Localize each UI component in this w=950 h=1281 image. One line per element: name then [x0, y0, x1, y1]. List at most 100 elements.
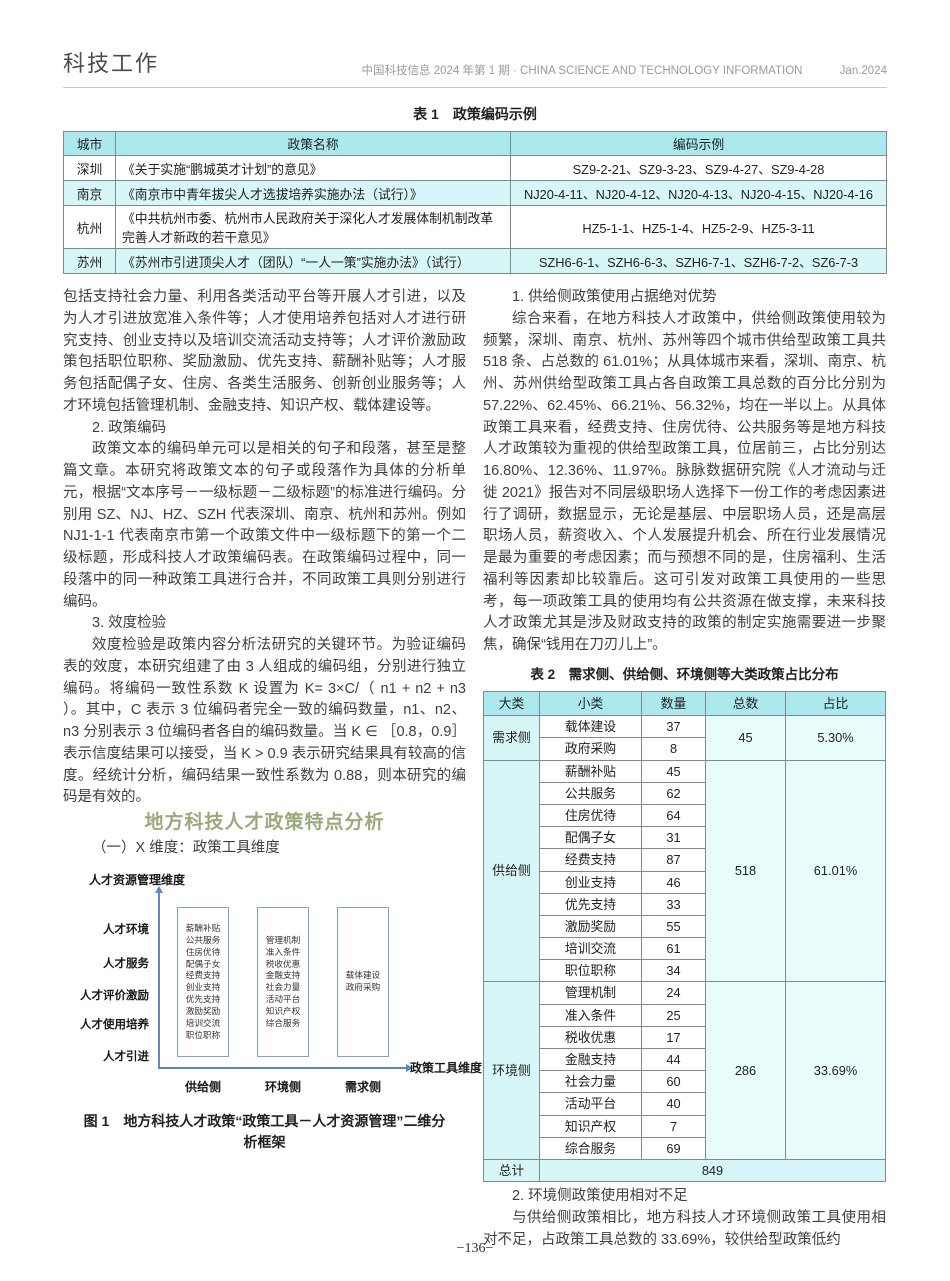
table-row: 知识产权 7: [484, 1114, 886, 1138]
table2-header-count: 数量: [641, 690, 706, 717]
cell-codes: SZ9-2-21、SZ9-3-23、SZ9-4-27、SZ9-4-28: [510, 155, 887, 181]
cell-count: 37: [641, 715, 706, 739]
cell-city: 南京: [63, 180, 116, 206]
cell-category: 供给侧: [483, 759, 540, 983]
cell-count: 25: [641, 1003, 706, 1027]
table-row: 住房优待 64: [484, 803, 886, 828]
cell-city: 苏州: [63, 248, 116, 274]
cell-count: 69: [641, 1136, 706, 1160]
figure-x-label: 需求侧: [344, 1080, 381, 1095]
table-row: 南京 《南京市中青年拔尖人才选拔培养实施办法（试行）》 NJ20-4-11、NJ…: [63, 180, 887, 206]
table2-header-subcategory: 小类: [539, 690, 642, 717]
figure-x-label: 供给侧: [184, 1080, 221, 1095]
cell-count: 87: [641, 848, 706, 872]
table-row: 税收优惠 17: [484, 1025, 886, 1050]
cell-category: 需求侧: [483, 715, 540, 761]
cell-subcategory: 创业支持: [539, 870, 642, 894]
cell-total-label: 总计: [483, 1158, 540, 1183]
right-column: 1. 供给侧政策使用占据绝对优势 综合来看，在地方科技人才政策中，供给侧政策使用…: [483, 287, 886, 1251]
cell-subcategory: 金融支持: [539, 1047, 642, 1072]
cell-subcategory: 知识产权: [539, 1114, 642, 1138]
cell-count: 24: [641, 981, 706, 1005]
paragraph: 与供给侧政策相比，地方科技人才环境侧政策工具使用相对不足，占政策工具总数的 33…: [483, 1209, 886, 1248]
left-column: 包括支持社会力量、利用各类活动平台等开展人才引进，以及为人才引进放宽准入条件等；…: [63, 287, 482, 1251]
table-row: 创业支持 46: [484, 870, 886, 894]
table-row: 综合服务 69: [484, 1136, 886, 1160]
figure1-caption: 图 1 地方科技人才政策“政策工具－人才资源管理”二维分析框架: [83, 1113, 446, 1150]
cell-subcategory: 职位职称: [539, 959, 642, 983]
table-row: 金融支持 44: [484, 1047, 886, 1072]
figure-y-label: 人才评价激励: [80, 990, 149, 1003]
table-row: 苏州 《苏州市引进顶尖人才（团队）“一人一策”实施办法》（试行） SZH6-6-…: [63, 248, 887, 274]
figure-y-axis-title: 人才资源管理维度: [89, 873, 186, 888]
cell-category: 环境侧: [483, 981, 540, 1160]
table1-header-policy: 政策名称: [114, 131, 512, 156]
cell-subcategory: 准入条件: [539, 1003, 642, 1027]
cell-subcategory: 管理机制: [539, 981, 642, 1005]
cell-count: 8: [641, 737, 706, 761]
cell-subcategory: 税收优惠: [539, 1025, 642, 1050]
table-row: 需求侧 载体建设 37 45 5.30%: [483, 715, 886, 761]
table-row: 激励奖励 55: [484, 914, 886, 939]
figure-x-axis-arrow: [158, 1064, 413, 1071]
cell-share: 5.30%: [785, 715, 886, 761]
paragraph: 政策文本的编码单元可以是相关的句子和段落，甚至是整篇文章。本研究将政策文本的句子…: [63, 441, 466, 610]
table-row: 配偶子女 31: [484, 826, 886, 850]
cell-subcategory: 经费支持: [539, 848, 642, 872]
cell-policy: 《南京市中青年拔尖人才选拔培养实施办法（试行）》: [114, 180, 512, 206]
table1-caption: 表 1 政策编码示例: [413, 106, 537, 122]
cell-count: 46: [641, 870, 706, 894]
figure-y-axis-arrow: [155, 886, 162, 1069]
numbered-heading: 3. 效度检验: [92, 615, 167, 632]
figure-y-label: 人才引进: [103, 1051, 149, 1064]
cell-count: 33: [641, 892, 706, 916]
cell-grand-total: 849: [539, 1158, 886, 1183]
cell-count: 60: [641, 1070, 706, 1094]
cell-count: 55: [641, 914, 706, 939]
cell-count: 34: [641, 959, 706, 983]
cell-subcategory: 薪酬补贴: [539, 759, 642, 783]
cell-share: 33.69%: [785, 981, 886, 1160]
cell-codes: HZ5-1-1、HZ5-1-4、HZ5-2-9、HZ5-3-11: [510, 205, 887, 249]
cell-subcategory: 社会力量: [539, 1070, 642, 1094]
cell-city: 杭州: [63, 205, 116, 249]
cell-codes: NJ20-4-11、NJ20-4-12、NJ20-4-13、NJ20-4-15、…: [510, 180, 887, 206]
cell-subcategory: 配偶子女: [539, 826, 642, 850]
paper-page: 科技工作 中国科技信息 2024 年第 1 期 · CHINA SCIENCE …: [63, 51, 887, 1251]
table-header-row: 城市 政策名称 编码示例: [63, 131, 887, 156]
cell-count: 44: [641, 1047, 706, 1072]
figure-box-items: 载体建设 政府采购: [345, 970, 381, 993]
table1-header-codes: 编码示例: [510, 131, 887, 156]
cell-total: 286: [705, 981, 786, 1160]
page-number: −136−: [456, 1241, 494, 1256]
journal-section-title: 科技工作: [63, 51, 160, 76]
paragraph: 包括支持社会力量、利用各类活动平台等开展人才引进，以及为人才引进放宽准入条件等；…: [63, 289, 466, 414]
table2-caption: 表 2 需求侧、供给侧、环境侧等大类政策占比分布: [530, 666, 839, 682]
table-row: 活动平台 40: [484, 1092, 886, 1116]
numbered-heading: 2. 环境侧政策使用相对不足: [512, 1188, 688, 1205]
journal-date: Jan.2024: [839, 65, 887, 77]
figure-box-items: 薪酬补贴 公共服务 住房优待 配偶子女 经费支持 创业支持 优先支持 激励奖励 …: [185, 922, 221, 1040]
body-columns: 包括支持社会力量、利用各类活动平台等开展人才引进，以及为人才引进放宽准入条件等；…: [63, 287, 887, 1251]
figure-y-label: 人才环境: [103, 924, 149, 937]
figure1-diagram: 人才资源管理维度 人才环境 人才服务 人才评价激励 人才使用培养 人才引进 薪酬…: [63, 871, 482, 1099]
cell-count: 31: [641, 826, 706, 850]
numbered-heading: 1. 供给侧政策使用占据绝对优势: [512, 289, 717, 305]
table1: 城市 政策名称 编码示例 深圳 《关于实施“鹏城英才计划”的意见》 SZ9-2-…: [63, 131, 887, 274]
table-row: 杭州 《中共杭州市委、杭州市人民政府关于深化人才发展体制机制改革完善人才新政的若…: [63, 205, 887, 249]
table-header-row: 大类 小类 数量 总数 占比: [483, 690, 886, 717]
figure-x-label: 环境侧: [264, 1080, 301, 1095]
paragraph: 综合来看，在地方科技人才政策中，供给侧政策使用较为频繁，深圳、南京、杭州、苏州等…: [483, 310, 886, 653]
numbered-heading: 2. 政策编码: [92, 419, 167, 436]
cell-subcategory: 公共服务: [539, 781, 642, 805]
cell-count: 45: [641, 759, 706, 783]
cell-total: 45: [705, 715, 786, 761]
table-row: 职位职称 34: [484, 959, 886, 983]
table-row: 政府采购 8: [484, 737, 886, 761]
cell-subcategory: 载体建设: [539, 715, 642, 739]
journal-info: 中国科技信息 2024 年第 1 期 · CHINA SCIENCE AND T…: [362, 62, 887, 78]
cell-count: 61: [641, 937, 706, 961]
cell-policy: 《中共杭州市委、杭州市人民政府关于深化人才发展体制机制改革完善人才新政的若干意见…: [114, 205, 512, 249]
section-title: 地方科技人才政策特点分析: [144, 812, 385, 833]
cell-subcategory: 活动平台: [539, 1092, 642, 1116]
